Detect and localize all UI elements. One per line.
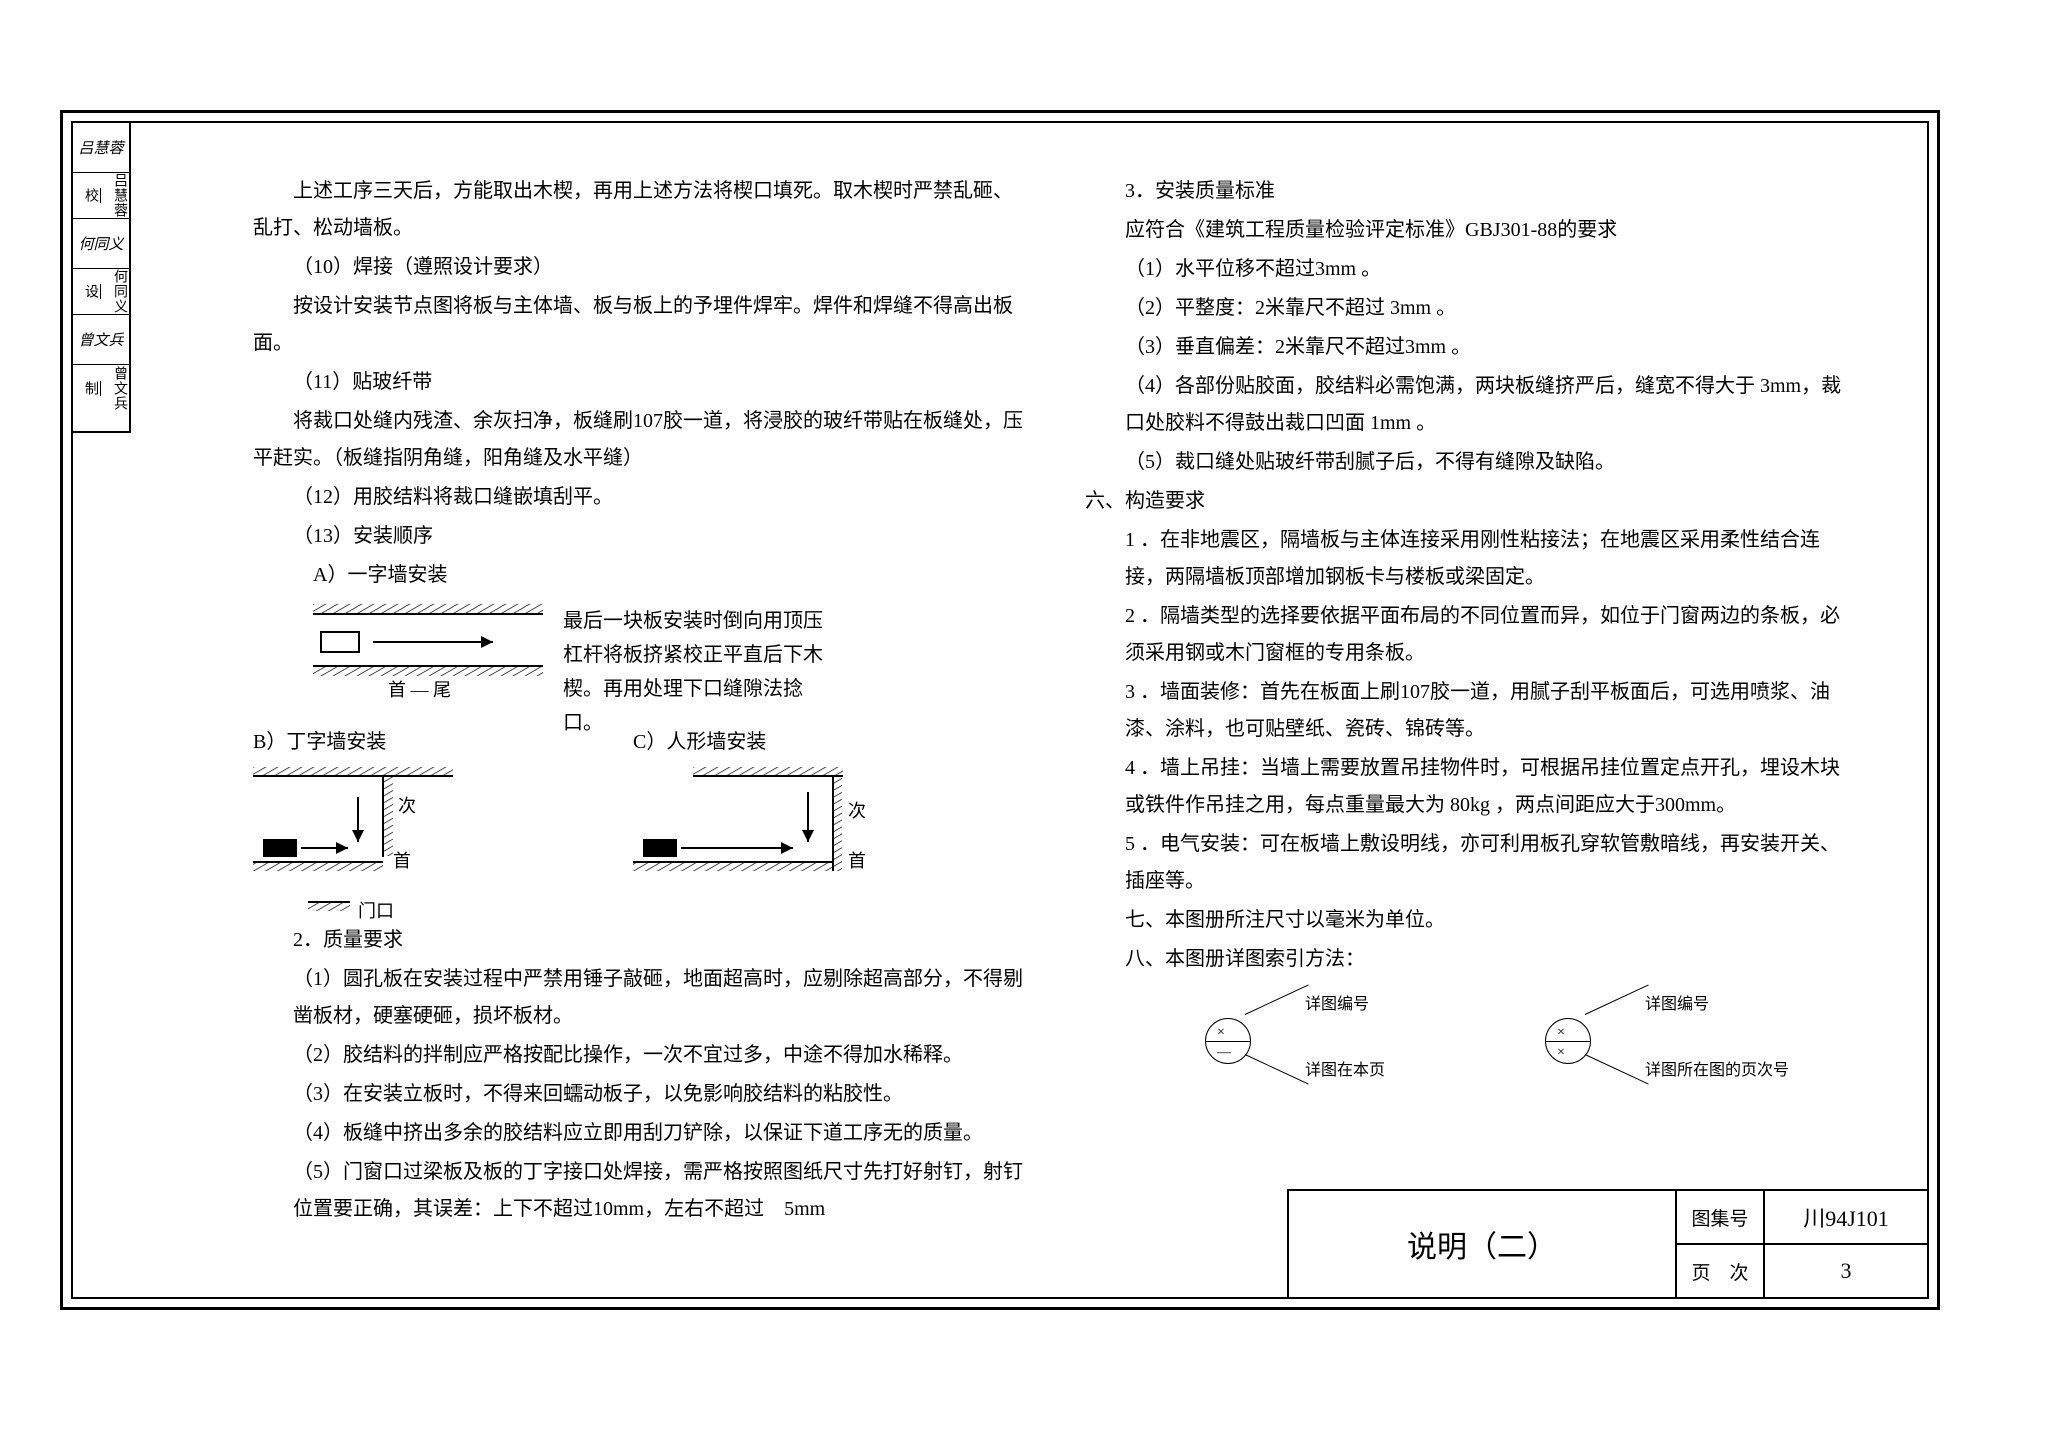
diagram-bc-row: B）丁字墙安装 [253,724,1025,914]
set-number-value: 川94J101 [1765,1191,1927,1243]
para: （10）焊接（遵照设计要求） [253,249,1025,286]
para: A）一字墙安装 [253,557,1025,594]
page-number-value: 3 [1765,1245,1927,1297]
signature-cell-3: 曾文兵 [73,315,129,365]
para: 应符合《建筑工程质量检验评定标准》GBJ301-88的要求 [1085,212,1857,249]
diagram-a-note: 最后一块板安装时倒向用顶压杠杆将板挤紧校正平直后下木楔。再用处理下口缝隙法捻口。 [563,604,823,740]
outer-drawing-frame: 吕慧蓉 校 吕慧蓉 何同义 设 何同义 曾文兵 制 曾文兵 上述工序三天后，方能… [60,110,1940,1310]
para: （12）用胶结料将裁口缝嵌填刮平。 [253,479,1025,516]
para: （1）水平位移不超过3mm 。 [1085,251,1857,288]
left-title-block: 吕慧蓉 校 吕慧蓉 何同义 设 何同义 曾文兵 制 曾文兵 [73,123,131,433]
para: （2）平整度：2米靠尺不超过 3mm 。 [1085,290,1857,327]
para: （3）垂直偏差：2米靠尺不超过3mm 。 [1085,329,1857,366]
para: 按设计安装节点图将板与主体墙、板与板上的予埋件焊牢。焊件和焊缝不得高出板面。 [253,288,1025,362]
para: 4 ．墙上吊挂：当墙上需要放置吊挂物件时，可根据吊挂位置定点开孔，埋设木块或铁件… [1085,750,1857,824]
para: （3）在安装立板时，不得来回蠕动板子，以免影响胶结料的粘胶性。 [253,1076,1025,1113]
svg-text:首: 首 [393,851,411,871]
para: （2）胶结料的拌制应严格按配比操作，一次不宜过多，中途不得加水稀释。 [253,1037,1025,1074]
page-number-label: 页 次 [1677,1245,1765,1297]
index-label: 详图编号 [1305,990,1369,1020]
para: （13）安装顺序 [253,518,1025,555]
diagram-c-label: C）人形墙安装 [633,724,893,761]
name-draw: 曾文兵 [101,366,129,411]
para: （4）板缝中挤出多余的胶结料应立即用刮刀铲除，以保证下道工序无的质量。 [253,1115,1025,1152]
index-label: 详图在本页 [1305,1056,1385,1086]
svg-text:首 — 尾: 首 — 尾 [388,680,451,700]
svg-text:次: 次 [398,796,416,816]
index-label: 详图编号 [1645,990,1709,1020]
para-heading: 六、构造要求 [1085,483,1857,520]
diagram-c-l-wall: C）人形墙安装 [633,724,893,914]
para: 将裁口处缝内残渣、余灰扫净，板缝刷107胶一道，将浸胶的玻纤带贴在板缝处，压平赶… [253,403,1025,477]
index-symbol-same-page: ×— 详图编号 详图在本页 [1205,998,1405,1088]
name-design: 何同义 [101,269,129,314]
para: 七、本图册所注尺寸以毫米为单位。 [1085,902,1857,939]
index-legend: ×— 详图编号 详图在本页 ×× 详图编号 详图所在图的页次号 [1205,998,1857,1088]
para: （11）贴玻纤带 [253,364,1025,401]
para: （5）裁口缝处贴玻纤带刮腻子后，不得有缝隙及缺陷。 [1085,444,1857,481]
name-check: 吕慧蓉 [101,173,129,218]
title-block-right: 图集号 川94J101 页 次 3 [1677,1191,1927,1297]
index-symbol-other-page: ×× 详图编号 详图所在图的页次号 [1545,998,1745,1088]
para: 3．安装质量标准 [1085,173,1857,210]
para: （5）门窗口过梁板及板的丁字接口处焊接，需严格按照图纸尺寸先打好射钉，射钉位置要… [253,1154,1025,1228]
signature-cell-2: 何同义 [73,219,129,269]
para: 3 ．墙面装修：首先在板面上刷107胶一道，用腻子刮平板面后，可选用喷浆、油漆、… [1085,674,1857,748]
svg-text:门口: 门口 [358,901,394,921]
svg-text:次: 次 [848,801,866,821]
inner-drawing-frame: 吕慧蓉 校 吕慧蓉 何同义 设 何同义 曾文兵 制 曾文兵 上述工序三天后，方能… [71,121,1929,1299]
para: 1 ．在非地震区，隔墙板与主体连接采用刚性粘接法；在地震区采用柔性结合连接，两隔… [1085,522,1857,596]
signature-cell-1: 吕慧蓉 [73,123,129,173]
diagram-b-label: B）丁字墙安装 [253,724,513,761]
para: 5 ．电气安装：可在板墙上敷设明线，亦可利用板孔穿软管敷暗线，再安装开关、插座等… [1085,826,1857,900]
para: 八、本图册详图索引方法： [1085,941,1857,978]
role-label-check: 校 [73,188,101,203]
diagram-b-t-wall: B）丁字墙安装 [253,724,513,914]
para: 上述工序三天后，方能取出木楔，再用上述方法将楔口填死。取木楔时严禁乱砸、乱打、松… [253,173,1025,247]
para: （1）圆孔板在安装过程中严禁用锤子敲砸，地面超高时，应剔除超高部分，不得剔凿板材… [253,961,1025,1035]
index-label: 详图所在图的页次号 [1645,1056,1785,1086]
diagram-a-linear-wall: 首 — 尾 最后一块板安装时倒向用顶压杠杆将板挤紧校正平直后下木楔。再用处理下口… [313,604,793,714]
drawing-title: 说明（二） [1289,1191,1677,1297]
para: 2 ．隔墙类型的选择要依据平面布局的不同位置而异，如位于门窗两边的条板，必须采用… [1085,598,1857,672]
svg-text:首: 首 [848,851,866,871]
role-label-draw: 制 [73,381,101,396]
set-number-label: 图集号 [1677,1191,1765,1243]
content-area: 上述工序三天后，方能取出木楔，再用上述方法将楔口填死。取木楔时严禁乱砸、乱打、松… [143,123,1927,1297]
para: （4）各部份贴胶面，胶结料必需饱满，两块板缝挤严后，缝宽不得大于 3mm，裁口处… [1085,368,1857,442]
role-label-design: 设 [73,284,101,299]
right-column: 3．安装质量标准 应符合《建筑工程质量检验评定标准》GBJ301-88的要求 （… [1055,173,1887,1267]
title-block: 说明（二） 图集号 川94J101 页 次 3 [1287,1189,1927,1297]
left-column: 上述工序三天后，方能取出木楔，再用上述方法将楔口填死。取木楔时严禁乱砸、乱打、松… [223,173,1055,1267]
